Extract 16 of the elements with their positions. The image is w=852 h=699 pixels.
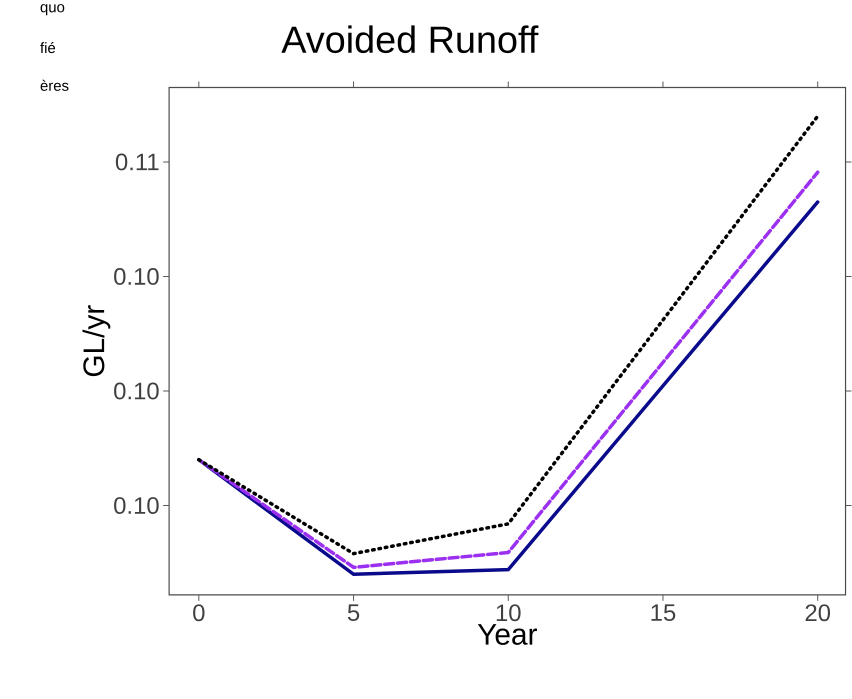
chart-title: Avoided Runoff [281, 25, 538, 53]
x-tick-label: 0 [193, 604, 205, 622]
y-tick-label: 0.10 [114, 496, 159, 514]
line-series [197, 114, 820, 556]
y-tick-label: 0.10 [114, 382, 159, 400]
x-tick-label: 20 [806, 604, 830, 622]
text: ères [40, 80, 68, 91]
y-tick-label: 0.10 [114, 268, 159, 285]
x-axis-title: Year [478, 624, 537, 645]
y-tick-label: 0.11 [116, 153, 158, 170]
y-axis-title: GL/yr [82, 305, 110, 376]
text: quo [40, 4, 64, 16]
x-tick-label: 5 [348, 604, 360, 621]
x-tick-label: 15 [652, 604, 676, 621]
x-tick-label: 10 [496, 604, 521, 622]
text: fié [40, 42, 56, 53]
